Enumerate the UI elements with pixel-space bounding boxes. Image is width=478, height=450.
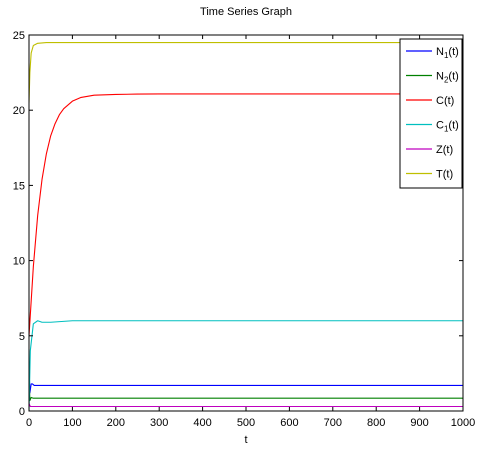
legend-label-4: Z(t) [436,144,453,156]
x-tick-label: 200 [107,417,125,429]
legend-label-2: C(t) [436,95,454,107]
x-tick-label: 100 [63,417,81,429]
x-tick-label: 600 [280,417,298,429]
legend-label-0: N1(t) [436,46,459,60]
series-line-0 [29,365,463,394]
y-tick-label: 0 [19,406,25,418]
y-tick-label: 5 [19,331,25,343]
legend-box [399,38,463,189]
chart-title: Time Series Graph [200,6,292,18]
x-axis-label: t [244,434,247,446]
x-tick-label: 500 [237,417,255,429]
x-tick-label: 700 [324,417,342,429]
series-line-4 [29,403,463,408]
x-tick-label: 400 [193,417,211,429]
series-line-1 [29,373,463,402]
x-tick-label: 800 [367,417,385,429]
y-tick-label: 10 [13,256,25,268]
y-tick-label: 20 [13,105,25,117]
legend: N1(t) N2(t) C(t) C1(t) Z(t) T(t) [399,38,463,189]
x-tick-label: 900 [410,417,428,429]
series-line-3 [29,320,463,411]
series-line-2 [29,93,463,336]
legend-label-3: C1(t) [436,120,459,134]
legend-label-5: T(t) [436,169,453,181]
plot-area-frame [28,34,464,412]
legend-label-1: N2(t) [436,71,459,85]
x-tick-label: 300 [150,417,168,429]
series-line-5 [29,41,463,103]
x-tick-label: 1000 [451,417,475,429]
y-tick-label: 15 [13,180,25,192]
y-tick-label: 25 [13,30,25,42]
axis-ticks: 0 100 200 300 400 500 600 700 800 900 1000 0 5 10 15 20… [13,30,475,429]
x-tick-label: 0 [26,417,32,429]
